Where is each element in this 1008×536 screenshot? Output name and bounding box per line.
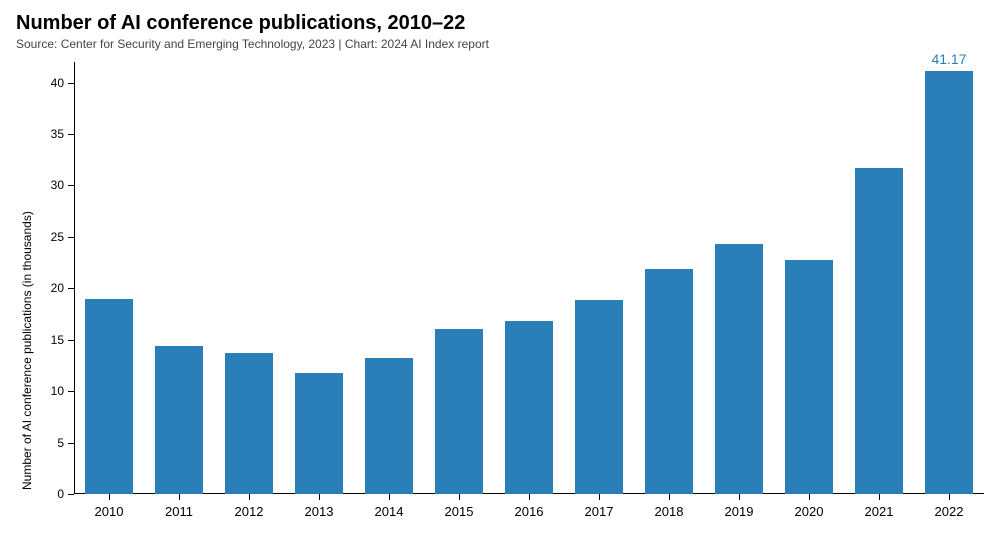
y-tick-mark bbox=[68, 288, 74, 289]
bar bbox=[505, 321, 553, 494]
x-tick-label: 2010 bbox=[74, 504, 144, 519]
y-tick-mark bbox=[68, 83, 74, 84]
y-axis-line bbox=[74, 62, 75, 494]
y-tick-mark bbox=[68, 443, 74, 444]
bar bbox=[925, 71, 973, 494]
y-tick-label: 10 bbox=[24, 384, 64, 398]
x-tick-label: 2020 bbox=[774, 504, 844, 519]
y-tick-mark bbox=[68, 237, 74, 238]
plot-area: 0510152025303540201020112012201320142015… bbox=[74, 62, 984, 494]
x-tick-mark bbox=[529, 494, 530, 500]
x-tick-mark bbox=[879, 494, 880, 500]
chart-container: Number of AI conference publications, 20… bbox=[0, 0, 1008, 536]
y-tick-label: 5 bbox=[24, 436, 64, 450]
x-tick-mark bbox=[599, 494, 600, 500]
y-tick-mark bbox=[68, 134, 74, 135]
x-tick-mark bbox=[669, 494, 670, 500]
x-tick-mark bbox=[249, 494, 250, 500]
y-tick-mark bbox=[68, 185, 74, 186]
x-tick-mark bbox=[949, 494, 950, 500]
x-tick-label: 2017 bbox=[564, 504, 634, 519]
x-tick-label: 2019 bbox=[704, 504, 774, 519]
x-tick-mark bbox=[809, 494, 810, 500]
bar bbox=[85, 299, 133, 494]
bar bbox=[645, 269, 693, 494]
x-tick-mark bbox=[319, 494, 320, 500]
x-tick-mark bbox=[389, 494, 390, 500]
x-tick-label: 2022 bbox=[914, 504, 984, 519]
y-tick-label: 25 bbox=[24, 230, 64, 244]
x-tick-label: 2014 bbox=[354, 504, 424, 519]
y-tick-mark bbox=[68, 494, 74, 495]
x-tick-mark bbox=[459, 494, 460, 500]
bar bbox=[715, 244, 763, 494]
bar-value-label: 41.17 bbox=[914, 51, 984, 67]
y-tick-mark bbox=[68, 340, 74, 341]
x-tick-label: 2018 bbox=[634, 504, 704, 519]
x-tick-label: 2021 bbox=[844, 504, 914, 519]
y-tick-label: 0 bbox=[24, 487, 64, 501]
bar bbox=[365, 358, 413, 494]
bar bbox=[575, 300, 623, 494]
x-tick-mark bbox=[179, 494, 180, 500]
bar bbox=[435, 329, 483, 494]
bar bbox=[295, 373, 343, 494]
x-tick-label: 2015 bbox=[424, 504, 494, 519]
y-tick-mark bbox=[68, 391, 74, 392]
chart-subtitle: Source: Center for Security and Emerging… bbox=[16, 37, 992, 51]
x-tick-mark bbox=[109, 494, 110, 500]
x-tick-label: 2012 bbox=[214, 504, 284, 519]
y-tick-label: 15 bbox=[24, 333, 64, 347]
x-tick-label: 2016 bbox=[494, 504, 564, 519]
chart-title: Number of AI conference publications, 20… bbox=[16, 12, 992, 35]
bar bbox=[155, 346, 203, 494]
x-tick-label: 2011 bbox=[144, 504, 214, 519]
y-tick-label: 40 bbox=[24, 76, 64, 90]
x-tick-mark bbox=[739, 494, 740, 500]
bar bbox=[225, 353, 273, 494]
bar bbox=[785, 260, 833, 495]
bar bbox=[855, 168, 903, 494]
y-tick-label: 20 bbox=[24, 281, 64, 295]
y-tick-label: 30 bbox=[24, 178, 64, 192]
x-tick-label: 2013 bbox=[284, 504, 354, 519]
y-tick-label: 35 bbox=[24, 127, 64, 141]
